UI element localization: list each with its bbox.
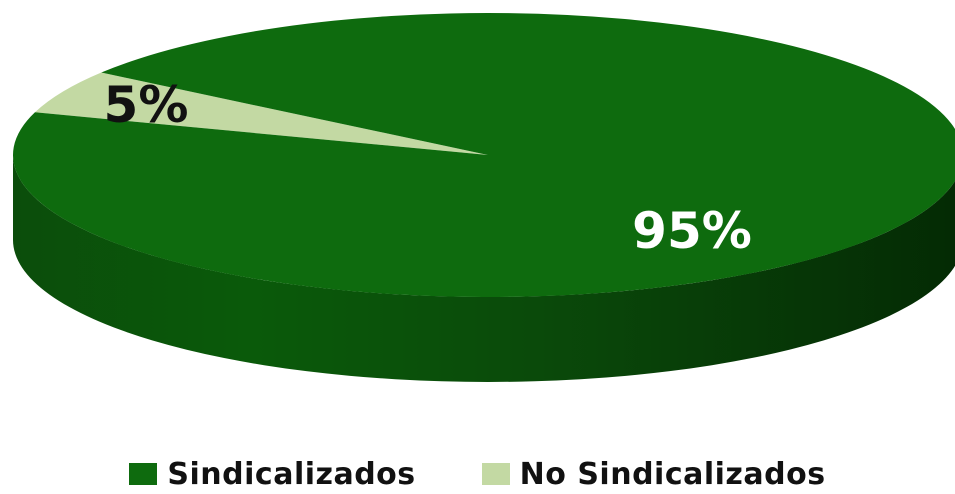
- data-label-no-sindicalizados: 5%: [104, 76, 189, 134]
- pie-slice-sindicalizados: [13, 12, 955, 297]
- legend-swatch-sindicalizados: [129, 463, 158, 485]
- legend-label-sindicalizados: Sindicalizados: [167, 456, 416, 492]
- pie-slice-no-sindicalizados: [34, 72, 489, 155]
- legend-label-no-sindicalizados: No Sindicalizados: [519, 456, 826, 492]
- legend-entry-no-sindicalizados: No Sindicalizados: [481, 456, 826, 492]
- legend: Sindicalizados No Sindicalizados: [0, 456, 955, 492]
- pie-side-wall: [13, 155, 955, 382]
- legend-entry-sindicalizados: Sindicalizados: [129, 457, 415, 492]
- data-label-sindicalizados: 95%: [632, 202, 752, 260]
- legend-swatch-no-sindicalizados: [481, 463, 510, 485]
